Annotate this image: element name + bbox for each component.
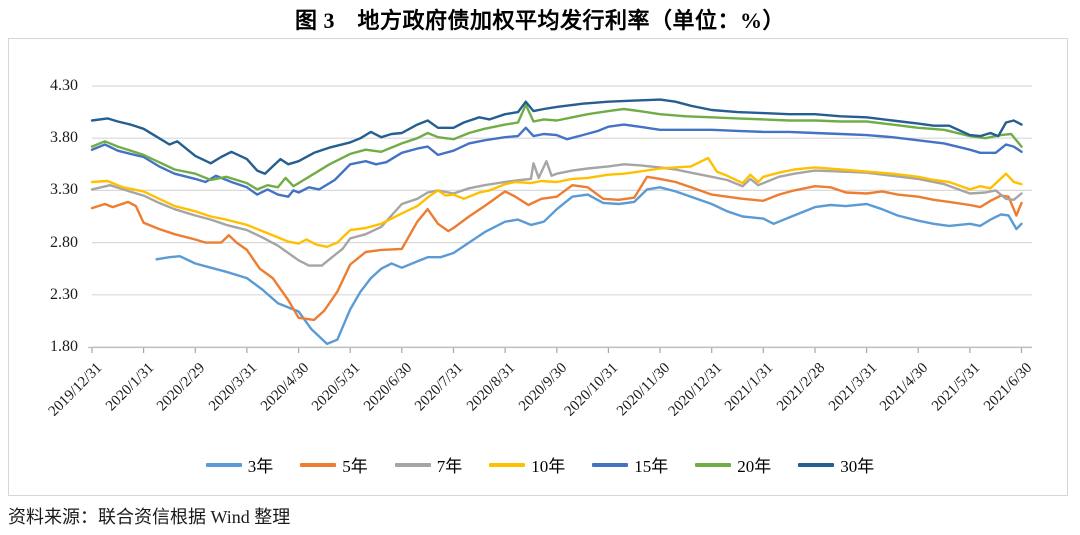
series-line-5	[90, 123, 1023, 198]
legend-label: 5年	[342, 457, 368, 476]
legend-label: 3年	[247, 457, 274, 476]
y-tick-label: 2.30	[50, 285, 78, 303]
legend-label: 30年	[840, 457, 875, 476]
series-line-4	[90, 156, 1023, 249]
legend-item: 10年	[489, 452, 565, 477]
legend-line-swatch	[695, 462, 732, 467]
y-tick-label: 2.80	[50, 233, 78, 251]
legend-item: 3年	[205, 452, 274, 477]
source-note: 资料来源：联合资信根据 Wind 整理	[8, 507, 291, 527]
legend-line-swatch	[300, 462, 337, 467]
legend-line-swatch	[394, 462, 431, 467]
legend-label: 15年	[634, 457, 669, 476]
legend-line-swatch	[798, 462, 835, 467]
series-line-3	[90, 159, 1023, 267]
series-line-1	[155, 186, 1023, 346]
legend-label: 7年	[436, 457, 463, 476]
y-tick-label: 3.80	[50, 129, 78, 147]
y-tick-label: 1.80	[50, 338, 78, 355]
legend-item: 7年	[394, 452, 463, 477]
legend-line-swatch	[592, 462, 629, 467]
legend-item: 30年	[798, 452, 874, 477]
legend-line-swatch	[489, 462, 526, 467]
legend-item: 20年	[695, 452, 771, 477]
legend-item: 15年	[592, 452, 668, 477]
series-line-7	[90, 98, 1023, 175]
series-line-6	[90, 103, 1023, 191]
y-tick-label: 4.30	[50, 77, 78, 94]
legend-line-swatch	[205, 462, 242, 467]
chart-frame	[8, 38, 1068, 496]
legend-item: 5年	[300, 452, 368, 477]
y-tick-label: 3.30	[50, 181, 78, 199]
chart-title: 图 3 地方政府债加权平均发行利率（单位：%）	[294, 8, 785, 33]
legend: 3年 5年 7年 10年 15年 20年 30年	[0, 452, 1080, 477]
series-line-2	[90, 175, 1023, 322]
legend-label: 10年	[531, 457, 566, 476]
legend-label: 20年	[737, 457, 772, 476]
